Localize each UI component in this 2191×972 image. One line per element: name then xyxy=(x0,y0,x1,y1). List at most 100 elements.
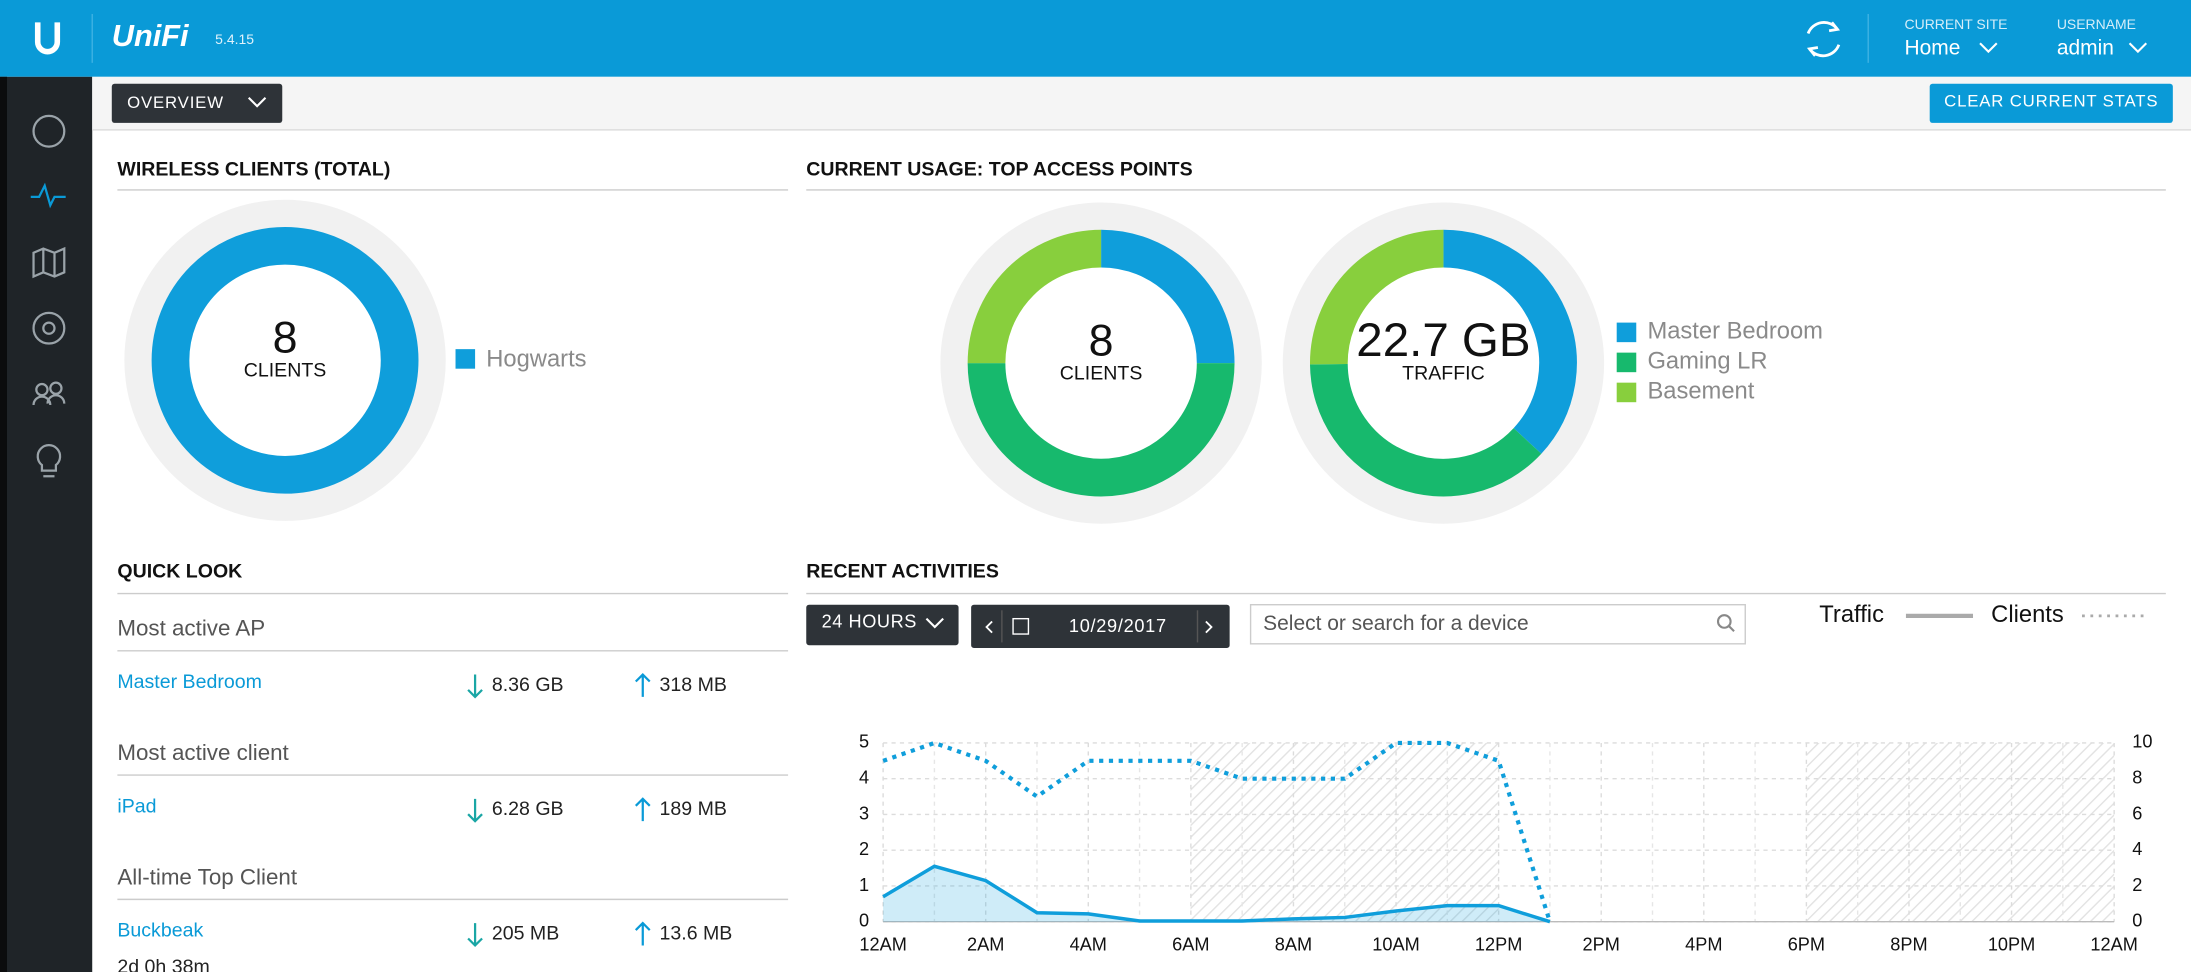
donut-segment xyxy=(1100,229,1235,364)
devices-icon-inner xyxy=(42,321,56,335)
donut-unit: CLIENTS xyxy=(244,360,327,382)
sidebar xyxy=(0,76,93,972)
legend-label: Gaming LR xyxy=(1647,349,1767,375)
insights-icon[interactable] xyxy=(36,444,62,478)
donut-unit: TRAFFIC xyxy=(1402,362,1485,384)
quick-look-label: All-time Top Client xyxy=(117,864,297,889)
clear-stats-button[interactable] xyxy=(1929,83,2173,123)
upload-arrow xyxy=(634,797,651,822)
logo-text: UniFi xyxy=(112,18,190,53)
download-arrow xyxy=(467,674,483,699)
x-tick-label: 12AM xyxy=(2090,934,2137,954)
y-tick-label: 2 xyxy=(859,839,869,859)
clients-line xyxy=(882,740,1552,923)
download: 205 MB xyxy=(492,922,559,944)
quick-look-name[interactable]: iPad xyxy=(117,795,156,817)
donut-segment xyxy=(1442,229,1577,454)
quick-look-name[interactable]: Buckbeak xyxy=(117,920,203,942)
duration: 2d 0h 38m xyxy=(117,956,209,972)
x-tick-label: 8AM xyxy=(1275,934,1312,954)
date-label: 10/29/2017 xyxy=(1069,616,1167,636)
devices-icon[interactable] xyxy=(32,311,66,345)
dashboard-icon[interactable] xyxy=(32,114,66,148)
y2-tick-label: 4 xyxy=(2132,839,2142,859)
donut-unit: CLIENTS xyxy=(1060,362,1143,384)
y-tick-label: 3 xyxy=(859,803,869,823)
quick-look-label: Most active AP xyxy=(117,616,265,641)
y-tick-label: 4 xyxy=(859,768,869,788)
range-chevron xyxy=(925,617,944,629)
donut-segment xyxy=(151,226,419,494)
y-tick-label: 0 xyxy=(859,911,869,931)
x-tick-label: 12AM xyxy=(859,934,906,954)
overview-chevron xyxy=(247,97,267,108)
user: admin xyxy=(2057,36,2114,59)
section-title: WIRELESS CLIENTS (TOTAL) xyxy=(117,159,390,181)
search-icon xyxy=(1716,614,1732,629)
x-tick-label: 6AM xyxy=(1172,934,1209,954)
calendar-icon[interactable] xyxy=(1012,617,1030,635)
map-icon[interactable] xyxy=(32,246,66,279)
legend-label: Basement xyxy=(1647,379,1754,405)
statistics-icon[interactable] xyxy=(30,182,66,209)
logo-icon[interactable] xyxy=(34,22,61,55)
legend-label: Clients xyxy=(1991,602,2064,628)
download: 6.28 GB xyxy=(492,798,564,820)
refresh-icon[interactable] xyxy=(1806,21,1841,58)
donut-total: 22.7 GB xyxy=(1356,314,1530,367)
x-tick-label: 10AM xyxy=(1372,934,1419,954)
y2-tick-label: 10 xyxy=(2132,732,2152,752)
site-chevron[interactable] xyxy=(1979,42,1998,54)
shaded-period xyxy=(1190,742,1499,922)
x-tick-label: 2AM xyxy=(967,934,1004,954)
search-box[interactable] xyxy=(1249,604,1746,645)
search-placeholder: Select or search for a device xyxy=(1263,612,1528,635)
clear-stats-label: CLEAR CURRENT STATS xyxy=(1944,91,2158,110)
donut-total: 8 xyxy=(273,314,298,363)
date-picker[interactable] xyxy=(971,604,1230,648)
version: 5.4.15 xyxy=(215,31,254,47)
donut-segment xyxy=(1309,363,1542,497)
clients-icon[interactable] xyxy=(32,381,66,406)
x-tick-label: 4AM xyxy=(1070,934,1107,954)
x-tick-label: 4PM xyxy=(1685,934,1722,954)
user-chevron[interactable] xyxy=(2128,42,2148,54)
user-label: USERNAME xyxy=(2057,16,2136,32)
x-tick-label: 10PM xyxy=(1988,934,2035,954)
x-tick-label: 12PM xyxy=(1475,934,1522,954)
shaded-period xyxy=(1806,742,2115,922)
legend-label: Hogwarts xyxy=(486,347,586,373)
donut-segment xyxy=(967,229,1102,364)
download: 8.36 GB xyxy=(492,674,564,696)
sidebar-icons xyxy=(30,114,66,478)
toolbar xyxy=(92,76,2191,130)
y2-tick-label: 2 xyxy=(2132,875,2142,895)
site-label: CURRENT SITE xyxy=(1905,16,2008,32)
date-arrows[interactable] xyxy=(985,620,1213,634)
range-label: 24 HOURS xyxy=(822,612,917,632)
quick-look-label: Most active client xyxy=(117,740,289,765)
traffic-line xyxy=(882,864,1551,924)
upload: 189 MB xyxy=(660,798,727,820)
range-button[interactable] xyxy=(806,604,959,646)
download-arrow xyxy=(467,798,483,823)
section-title: QUICK LOOK xyxy=(117,561,242,583)
donut-total: 8 xyxy=(1089,316,1114,365)
sidebar-edge xyxy=(0,76,7,972)
donut-track xyxy=(124,199,446,521)
quick-look-name[interactable]: Master Bedroom xyxy=(117,671,262,693)
legend-swatch xyxy=(1616,322,1637,343)
section-title: CURRENT USAGE: TOP ACCESS POINTS xyxy=(806,159,1192,181)
top-bar xyxy=(0,0,2191,77)
x-tick-label: 6PM xyxy=(1788,934,1825,954)
donut-track xyxy=(940,202,1262,524)
legend-label: Master Bedroom xyxy=(1647,319,1822,345)
y-tick-label: 5 xyxy=(859,732,869,752)
upload: 318 MB xyxy=(660,674,727,696)
overview-button[interactable] xyxy=(111,83,283,123)
donut-segment xyxy=(1309,229,1444,365)
donut-segment xyxy=(967,362,1235,497)
upload: 13.6 MB xyxy=(660,922,733,944)
